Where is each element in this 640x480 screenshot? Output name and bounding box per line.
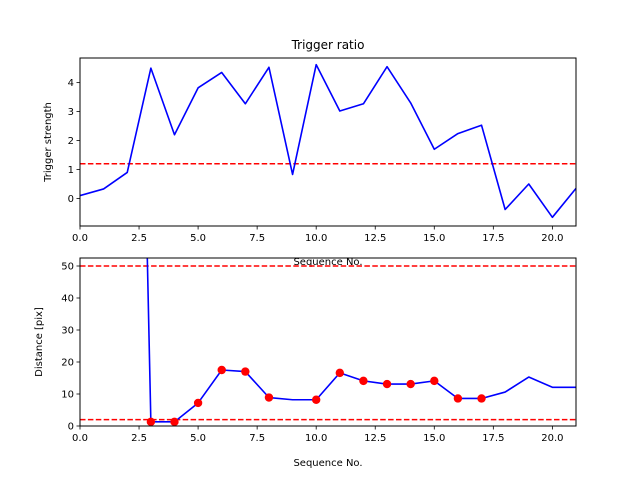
bottom-x-tick-label: 17.5 [482,433,504,444]
bottom-plot-clip [80,258,576,426]
top-x-tick-label: 7.5 [249,233,265,244]
top-x-tick-label: 17.5 [482,233,504,244]
top-y-tick-label: 2 [68,136,74,147]
top-x-tick-label: 2.5 [131,233,147,244]
top-plot-clip [80,63,576,219]
top-x-tick-label: 0.0 [72,233,88,244]
bottom-marker-point [477,394,486,403]
bottom-series-line-0 [146,258,576,423]
bottom-x-tick-label: 7.5 [249,433,265,444]
bottom-marker-point [311,395,321,404]
bottom-y-tick-label: 10 [61,390,74,401]
bottom-marker-point [170,417,179,426]
bottom-x-tick-label: 12.5 [364,433,386,444]
bottom-y-tick-label: 50 [61,262,74,273]
top-ticks: 0.0 2.5 5.0 7.5 10.0 12.5 15.0 17.5 20.0 0 1 2 3 4 [68,78,564,244]
bottom-y-tick-label: 40 [61,294,74,305]
bottom-marker-point [382,379,392,389]
top-y-tick-label: 0 [68,194,74,205]
top-y-tick-label: 4 [68,78,74,89]
top-subplot: Trigger ratio 0.0 2.5 5.0 7.5 10.0 12.5 15.0 17… [43,38,577,268]
bottom-marker-point [335,368,345,378]
bottom-ticks: 0.0 2.5 5.0 7.5 10.0 12.5 15.0 17.5 20.0 0 10 20 30 4… [61,262,563,445]
bottom-marker-point [217,365,226,375]
bottom-marker-point [241,367,250,376]
top-chart-title: Trigger ratio [291,38,365,52]
top-x-tick-label: 5.0 [190,233,206,244]
top-y-tick-label: 3 [68,107,74,118]
bottom-y-tick-label: 30 [61,326,74,337]
bottom-marker-point [264,393,274,402]
bottom-y-axis-label: Distance [pix] [34,307,45,377]
bottom-subplot: 0.0 2.5 5.0 7.5 10.0 12.5 15.0 17.5 20.0 0 10 20 30 4… [0,255,640,469]
top-series-line-0 [80,63,576,219]
top-y-tick-label: 1 [68,165,74,176]
bottom-x-tick-label: 5.0 [190,433,206,444]
bottom-y-tick-label: 0 [68,422,74,433]
bottom-marker-point [406,379,415,389]
top-x-tick-label: 10.0 [305,233,327,244]
bottom-plot-area [80,258,576,426]
top-x-axis-label: Sequence No. [293,257,362,268]
bottom-x-tick-label: 2.5 [131,433,147,444]
bottom-marker-point [146,417,156,426]
bottom-marker-point [430,376,439,386]
bottom-marker-point [193,398,203,408]
bottom-marker-point [453,394,463,403]
bottom-y-tick-label: 20 [61,358,74,369]
top-y-axis-label: Trigger strength [43,102,54,183]
bottom-marker-point [359,376,368,386]
top-x-tick-label: 12.5 [364,233,386,244]
top-x-tick-label: 20.0 [541,233,563,244]
top-axes-frame [79,57,577,227]
top-x-tick-label: 15.0 [423,233,445,244]
bottom-x-tick-label: 0.0 [72,433,88,444]
bottom-x-tick-label: 20.0 [541,433,563,444]
bottom-x-tick-label: 10.0 [305,433,327,444]
bottom-axes-frame [79,257,577,427]
top-plot-area [80,63,576,219]
bottom-x-tick-label: 15.0 [423,433,445,444]
bottom-x-axis-label: Sequence No. [293,458,362,469]
subplot-gap [0,255,640,258]
